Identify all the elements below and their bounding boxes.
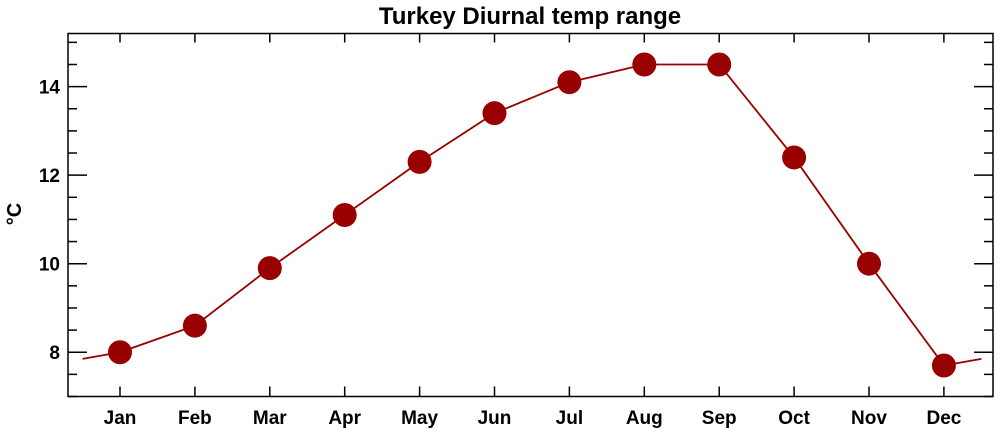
data-point-nov — [857, 251, 881, 276]
y-axis-label: °C — [4, 203, 26, 225]
y-tick-label: 8 — [49, 343, 60, 364]
y-tick-label: 12 — [39, 166, 60, 187]
data-point-may — [407, 149, 432, 174]
data-point-jun — [482, 101, 507, 126]
x-tick-label: Feb — [178, 408, 212, 429]
y-tick-label: 14 — [39, 78, 61, 99]
data-point-jul — [557, 70, 582, 95]
data-point-apr — [332, 203, 357, 227]
data-point-sep — [707, 52, 732, 77]
x-tick-label: Jul — [556, 408, 583, 429]
x-tick-label: Dec — [926, 408, 961, 429]
chart-title: Turkey Diurnal temp range — [379, 3, 681, 30]
data-point-jan — [108, 340, 132, 365]
data-point-dec — [931, 353, 956, 378]
x-tick-label: Oct — [778, 408, 810, 429]
x-tick-label: Apr — [328, 408, 361, 429]
x-tick-label: Aug — [626, 408, 663, 429]
x-tick-label: Jun — [478, 408, 512, 429]
data-point-aug — [632, 52, 657, 77]
x-tick-label: Mar — [253, 408, 287, 429]
y-tick-label: 10 — [39, 255, 60, 276]
x-tick-label: Jan — [104, 408, 137, 429]
series-line — [82, 63, 982, 367]
plot-frame — [67, 32, 994, 398]
x-tick-label: Sep — [702, 408, 737, 429]
data-point-mar — [257, 256, 282, 281]
x-tick-label: May — [401, 408, 438, 429]
x-tick-label: Nov — [851, 408, 887, 429]
data-point-oct — [782, 145, 807, 170]
data-point-feb — [182, 313, 207, 338]
